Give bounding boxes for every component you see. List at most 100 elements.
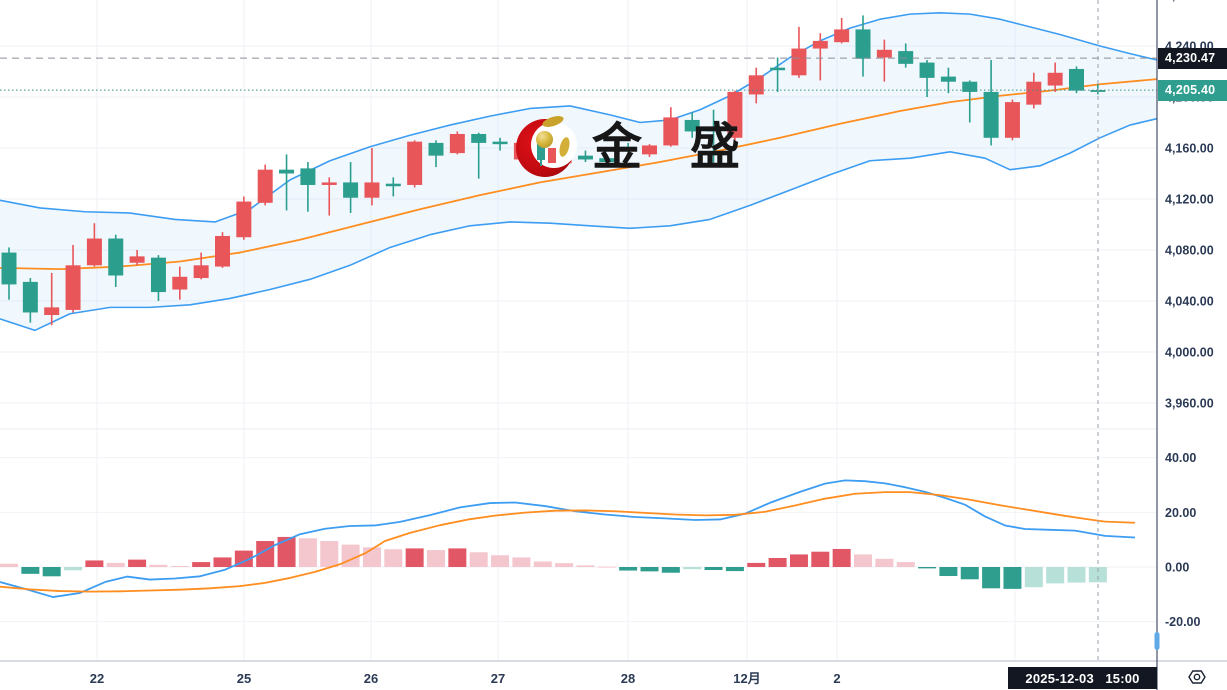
price-tick-label: 4,000.00 xyxy=(1165,346,1214,360)
macd-histogram-bar xyxy=(875,558,894,567)
bollinger-fill xyxy=(0,12,1157,331)
macd-histogram-bar xyxy=(619,567,638,571)
candle-body xyxy=(129,256,145,263)
candle-body xyxy=(86,238,102,266)
candle-body xyxy=(407,141,423,185)
candle-body xyxy=(364,182,380,198)
candle-body xyxy=(556,155,572,164)
candle-body xyxy=(279,169,295,174)
candle-body xyxy=(855,29,871,59)
candle-body xyxy=(471,133,487,143)
macd-tick-label: 40.00 xyxy=(1165,451,1196,465)
candle-body xyxy=(748,75,764,95)
candle-body xyxy=(300,168,316,185)
macd-histogram-bar xyxy=(597,566,616,568)
candle-body xyxy=(492,141,508,145)
macd-histogram-bar xyxy=(42,567,61,577)
eye-icon-glyph xyxy=(1188,670,1206,684)
candle-body xyxy=(1069,68,1084,91)
price-tick-label: 4,120.00 xyxy=(1165,193,1214,207)
macd-tick-label: 0.00 xyxy=(1165,561,1189,575)
macd-histogram-bar xyxy=(747,562,766,567)
bollinger-upper-line xyxy=(0,12,1158,223)
eye-icon[interactable] xyxy=(1181,665,1213,689)
candle-body xyxy=(65,265,81,310)
macd-histogram-bar xyxy=(683,567,702,570)
macd-histogram-bar xyxy=(1003,567,1022,589)
price-axis-bg[interactable] xyxy=(1157,0,1227,690)
time-tick-label[interactable]: 28 xyxy=(621,671,635,686)
candle-body xyxy=(684,119,700,132)
macd-histogram-bar xyxy=(213,557,232,567)
macd-histogram-bar xyxy=(320,541,339,567)
candle-body xyxy=(642,145,657,155)
time-tick-label[interactable]: 2 xyxy=(833,671,840,686)
price-tick-label: 4,080.00 xyxy=(1165,244,1214,258)
macd-histogram-bar xyxy=(704,567,723,571)
macd-histogram-bar xyxy=(918,567,937,569)
macd-histogram-bar xyxy=(362,547,381,567)
macd-histogram-bar xyxy=(960,567,979,580)
price-tick-label: 4,280.00 xyxy=(1165,0,1214,3)
macd-histogram-bar xyxy=(661,567,680,573)
candle-body xyxy=(108,238,124,276)
candle-body xyxy=(770,67,786,71)
macd-histogram-bar xyxy=(1024,567,1043,588)
time-tick-label[interactable]: 25 xyxy=(237,671,251,686)
macd-histogram-bar xyxy=(149,564,168,567)
candle-body xyxy=(321,182,337,185)
candle-body xyxy=(620,146,636,150)
bollinger-lower-line xyxy=(0,117,1158,332)
candle-body xyxy=(599,158,615,163)
macd-histogram-bar xyxy=(298,538,317,567)
macd-histogram-bar xyxy=(982,567,1001,589)
time-tick-label[interactable]: 26 xyxy=(364,671,378,686)
time-tick-label[interactable]: 12月 xyxy=(733,671,760,686)
macd-histogram-bar xyxy=(64,567,83,571)
macd-histogram-bar xyxy=(533,561,552,567)
candle-body xyxy=(876,49,892,58)
macd-histogram-bar xyxy=(21,567,40,574)
time-tick-label[interactable]: 22 xyxy=(90,671,104,686)
price-tick-label: 3,960.00 xyxy=(1165,397,1214,411)
macd-histogram-bar xyxy=(85,560,104,567)
candle-body xyxy=(215,235,230,267)
macd-histogram-bar xyxy=(277,536,296,567)
candle-body xyxy=(343,182,359,198)
macd-histogram-bar xyxy=(768,557,787,567)
macd-histogram-bar xyxy=(448,548,467,567)
time-tick-label[interactable]: 27 xyxy=(491,671,505,686)
candle-body xyxy=(663,117,679,146)
candle-body xyxy=(919,62,935,78)
macd-histogram-bar xyxy=(106,562,125,567)
macd-histogram-bar xyxy=(170,565,189,567)
axis-scroll-marker[interactable] xyxy=(1154,632,1160,650)
candle-body xyxy=(193,265,209,279)
candle-body xyxy=(449,133,465,154)
macd-histogram-bar xyxy=(896,562,915,567)
candle-body xyxy=(257,169,273,203)
macd-tick-label: -20.00 xyxy=(1165,615,1200,629)
candle-body xyxy=(962,81,978,92)
price-tick-label: 4,160.00 xyxy=(1165,142,1214,156)
macd-histogram-bar xyxy=(555,563,574,567)
macd-histogram-bar xyxy=(1046,567,1065,584)
candle-body xyxy=(535,155,551,165)
macd-histogram-bar xyxy=(832,548,851,567)
macd-histogram-bar xyxy=(1067,567,1086,583)
candle-body xyxy=(1,252,17,285)
last-price-label: 4,205.40 xyxy=(1158,79,1227,101)
candle-body xyxy=(791,48,807,76)
candle-body xyxy=(44,307,60,316)
macd-histogram-bar xyxy=(128,559,147,567)
candle-body xyxy=(1004,102,1020,138)
macd-histogram-bar xyxy=(405,548,424,567)
candle-body xyxy=(236,201,252,238)
current-time-label: 2025-12-03 15:00 xyxy=(1008,667,1157,689)
candle-body xyxy=(1026,81,1042,105)
marked-price-label: 4,230.47 xyxy=(1158,47,1227,69)
macd-signal-line xyxy=(0,491,1136,593)
macd-line xyxy=(0,479,1136,598)
candle-body xyxy=(22,281,38,313)
